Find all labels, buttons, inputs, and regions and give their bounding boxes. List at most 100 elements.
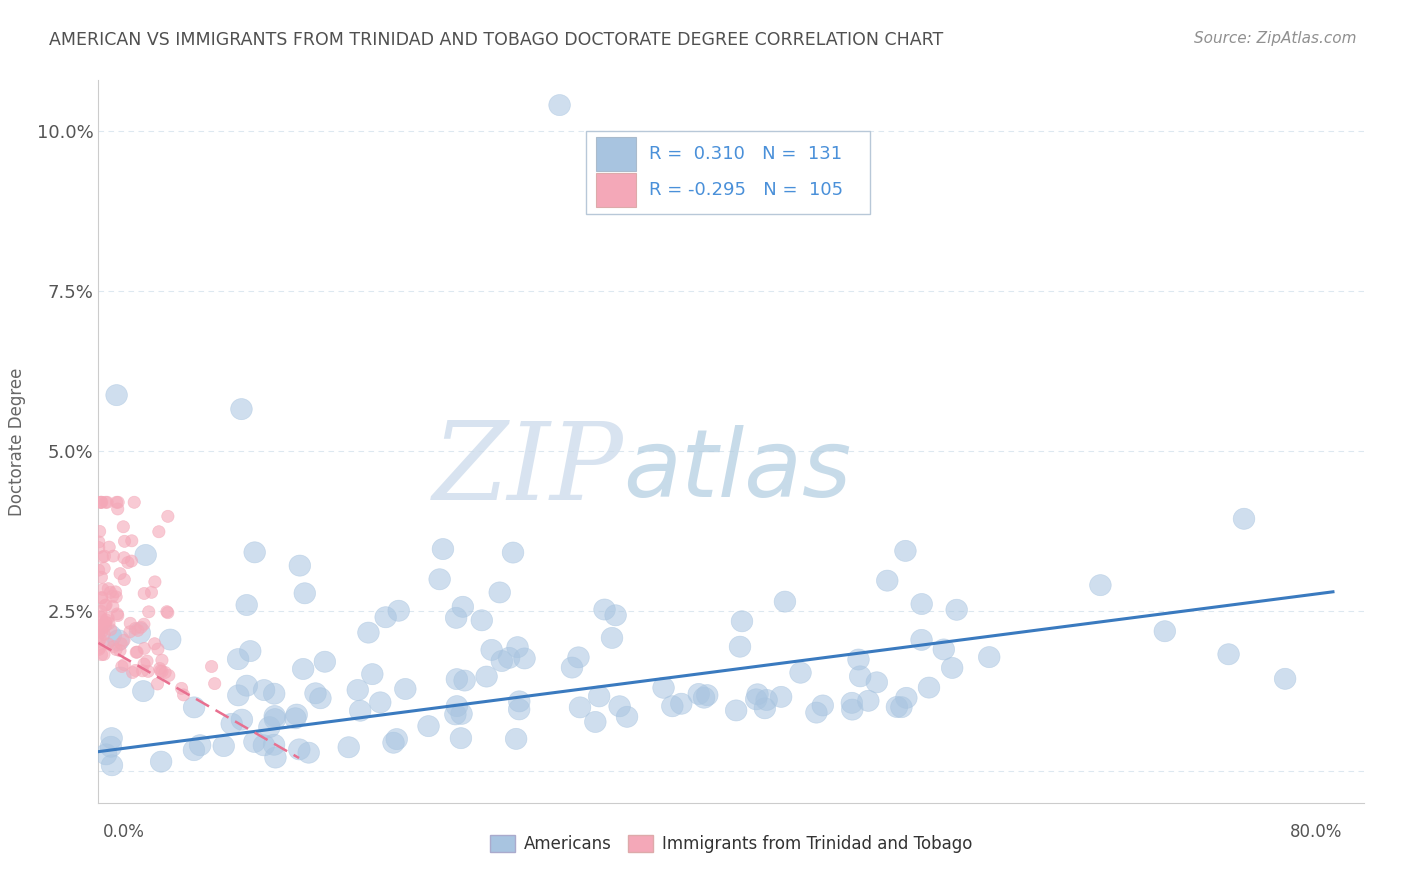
- Ellipse shape: [446, 696, 468, 716]
- Ellipse shape: [101, 638, 114, 650]
- Ellipse shape: [946, 599, 967, 620]
- Ellipse shape: [100, 599, 112, 611]
- Ellipse shape: [1090, 574, 1111, 596]
- Ellipse shape: [509, 690, 530, 712]
- Ellipse shape: [124, 617, 136, 630]
- Ellipse shape: [886, 697, 908, 717]
- Ellipse shape: [568, 647, 589, 668]
- Ellipse shape: [370, 692, 391, 713]
- Ellipse shape: [911, 630, 932, 650]
- Ellipse shape: [770, 686, 792, 707]
- Y-axis label: Doctorate Degree: Doctorate Degree: [7, 368, 25, 516]
- Ellipse shape: [395, 679, 416, 699]
- Ellipse shape: [858, 690, 879, 712]
- Ellipse shape: [418, 715, 439, 737]
- Ellipse shape: [228, 685, 249, 706]
- Ellipse shape: [107, 550, 120, 562]
- Ellipse shape: [141, 655, 153, 667]
- Ellipse shape: [183, 739, 205, 761]
- Ellipse shape: [593, 599, 616, 620]
- Ellipse shape: [153, 525, 165, 538]
- Ellipse shape: [107, 640, 120, 653]
- Ellipse shape: [98, 550, 111, 562]
- Ellipse shape: [481, 640, 502, 660]
- Ellipse shape: [813, 695, 834, 716]
- Ellipse shape: [129, 623, 142, 634]
- Ellipse shape: [361, 664, 382, 685]
- Ellipse shape: [502, 542, 524, 563]
- Ellipse shape: [97, 583, 110, 596]
- Ellipse shape: [110, 643, 122, 656]
- Ellipse shape: [93, 536, 105, 548]
- Ellipse shape: [135, 544, 156, 566]
- Ellipse shape: [142, 606, 155, 618]
- Ellipse shape: [103, 617, 115, 630]
- Ellipse shape: [264, 706, 285, 727]
- Ellipse shape: [98, 599, 111, 612]
- Ellipse shape: [284, 707, 307, 729]
- Text: ZIP: ZIP: [433, 417, 623, 523]
- Ellipse shape: [96, 551, 108, 563]
- Ellipse shape: [236, 675, 257, 697]
- Ellipse shape: [100, 616, 112, 628]
- Ellipse shape: [444, 704, 467, 725]
- Ellipse shape: [585, 712, 606, 732]
- Ellipse shape: [725, 700, 747, 721]
- Ellipse shape: [942, 657, 963, 679]
- Ellipse shape: [163, 669, 174, 681]
- Ellipse shape: [588, 686, 610, 707]
- Ellipse shape: [159, 629, 181, 650]
- Ellipse shape: [314, 651, 336, 673]
- Ellipse shape: [162, 607, 174, 619]
- Ellipse shape: [841, 699, 863, 720]
- Ellipse shape: [101, 755, 122, 776]
- Ellipse shape: [263, 683, 285, 705]
- Ellipse shape: [138, 618, 150, 631]
- Ellipse shape: [149, 576, 162, 588]
- Ellipse shape: [135, 621, 148, 633]
- Ellipse shape: [152, 678, 163, 690]
- Ellipse shape: [569, 697, 591, 718]
- Ellipse shape: [841, 692, 863, 714]
- Ellipse shape: [548, 95, 571, 116]
- Text: R =  0.310   N =  131: R = 0.310 N = 131: [648, 145, 842, 163]
- Ellipse shape: [849, 665, 870, 687]
- Ellipse shape: [111, 503, 124, 515]
- Ellipse shape: [127, 666, 139, 679]
- Ellipse shape: [505, 729, 527, 749]
- Ellipse shape: [96, 592, 108, 604]
- Ellipse shape: [896, 688, 917, 708]
- Ellipse shape: [177, 689, 190, 701]
- Ellipse shape: [616, 706, 638, 727]
- Ellipse shape: [243, 541, 266, 563]
- Ellipse shape: [100, 736, 122, 757]
- Ellipse shape: [231, 709, 253, 731]
- Ellipse shape: [350, 700, 371, 722]
- Ellipse shape: [498, 648, 520, 668]
- Ellipse shape: [152, 643, 165, 655]
- Ellipse shape: [264, 708, 285, 730]
- Ellipse shape: [94, 633, 107, 645]
- Ellipse shape: [446, 607, 467, 628]
- Ellipse shape: [388, 600, 409, 622]
- Ellipse shape: [298, 742, 319, 764]
- Ellipse shape: [96, 591, 108, 604]
- Ellipse shape: [115, 660, 128, 673]
- Ellipse shape: [221, 714, 242, 734]
- Ellipse shape: [745, 689, 768, 710]
- Ellipse shape: [239, 640, 262, 662]
- Ellipse shape: [696, 684, 718, 706]
- Ellipse shape: [112, 496, 124, 508]
- Ellipse shape: [934, 639, 955, 660]
- Ellipse shape: [305, 682, 326, 704]
- Ellipse shape: [662, 696, 683, 717]
- FancyBboxPatch shape: [596, 173, 636, 207]
- Ellipse shape: [94, 496, 107, 508]
- Ellipse shape: [105, 384, 128, 406]
- Ellipse shape: [156, 665, 169, 678]
- Ellipse shape: [159, 666, 172, 679]
- Ellipse shape: [93, 541, 105, 554]
- Ellipse shape: [688, 683, 710, 705]
- Ellipse shape: [100, 496, 112, 508]
- Ellipse shape: [205, 660, 218, 673]
